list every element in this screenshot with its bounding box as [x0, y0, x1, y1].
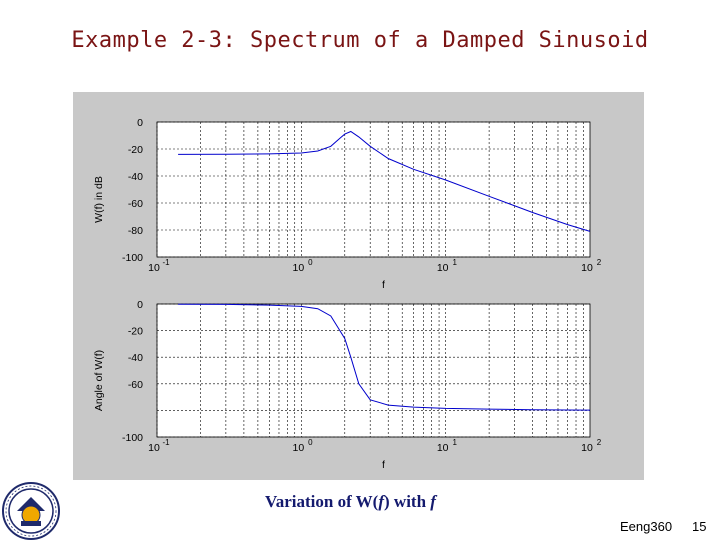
x-tick-exponent: 0 — [308, 438, 313, 447]
plot-area — [157, 304, 590, 437]
x-axis-label: f — [382, 459, 385, 471]
x-tick-exponent: 1 — [452, 438, 457, 447]
caption-variable-2: f — [430, 492, 436, 511]
x-tick-label: 10 — [148, 442, 160, 454]
x-tick-exponent: 2 — [597, 438, 602, 447]
plot-area — [157, 122, 590, 257]
y-tick-label: -80 — [128, 225, 143, 237]
caption-middle: ) with — [384, 492, 431, 511]
y-tick-label: -40 — [128, 171, 143, 183]
x-tick-label: 10 — [437, 442, 449, 454]
plot-frame — [156, 303, 591, 438]
slide-title: Example 2-3: Spectrum of a Damped Sinuso… — [71, 28, 649, 53]
caption-prefix: Variation of W( — [265, 492, 379, 511]
y-tick-label: -100 — [122, 252, 143, 264]
y-tick-label: -60 — [128, 198, 143, 210]
y-tick-label: -60 — [128, 379, 143, 391]
x-tick-label: 10 — [292, 262, 304, 274]
x-tick-label: 10 — [148, 262, 160, 274]
course-footer: Eeng360 — [620, 519, 673, 534]
y-tick-label: -40 — [128, 352, 143, 364]
caption-variable-1: f — [378, 492, 385, 511]
x-tick-exponent: 2 — [597, 258, 602, 267]
y-axis-label: W(f) in dB — [93, 176, 105, 223]
x-tick-label: 10 — [292, 442, 304, 454]
figure-caption: Variation of W(f) with f — [265, 492, 436, 512]
plot-frame — [156, 121, 591, 258]
y-tick-label: -20 — [128, 326, 143, 338]
x-tick-exponent: 0 — [308, 258, 313, 267]
page-number: 15 — [692, 519, 707, 534]
y-axis-label: Angle of W(f) — [93, 350, 105, 411]
y-tick-label: -100 — [122, 432, 143, 444]
x-tick-exponent: -1 — [162, 258, 170, 267]
x-tick-label: 10 — [581, 262, 593, 274]
y-tick-label: -20 — [128, 144, 143, 156]
x-tick-exponent: -1 — [162, 438, 170, 447]
x-axis-label: f — [382, 279, 385, 291]
x-tick-label: 10 — [437, 262, 449, 274]
y-tick-label: 0 — [137, 117, 143, 129]
y-tick-label: 0 — [137, 299, 143, 311]
series-line — [178, 130, 591, 232]
x-tick-exponent: 1 — [452, 258, 457, 267]
x-tick-label: 10 — [581, 442, 593, 454]
series-line — [178, 303, 591, 411]
university-seal-icon — [2, 482, 60, 540]
